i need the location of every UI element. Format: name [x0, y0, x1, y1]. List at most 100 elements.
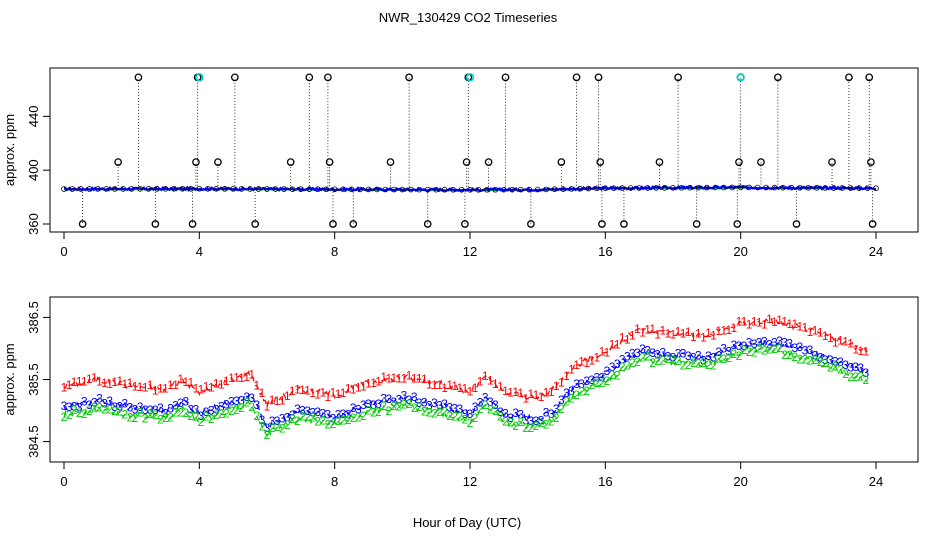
top-baseline-point [543, 186, 549, 193]
series-3-marker: 3 [365, 397, 372, 411]
top-baseline-point [619, 185, 626, 191]
series-2-marker: 2 [548, 415, 555, 429]
top-baseline-point [450, 186, 456, 193]
series-3-marker: 3 [193, 403, 200, 417]
series-2-marker: 2 [649, 356, 656, 370]
top-spike-point-mid [462, 158, 471, 166]
series-3-marker: 3 [147, 403, 154, 417]
series-3-marker: 3 [218, 399, 225, 413]
top-spike-point-mid [596, 158, 605, 166]
series-2-marker: 2 [538, 416, 545, 430]
top-baseline-series [61, 184, 879, 193]
series-1-marker: 1 [507, 386, 514, 400]
top-spike-point-low [188, 220, 197, 228]
series-3-marker: 3 [401, 388, 408, 402]
bottom-x-tick-label: 24 [869, 474, 883, 489]
top-baseline-point [484, 186, 490, 193]
series-3-marker: 3 [482, 390, 489, 404]
series-2-marker: 2 [218, 407, 225, 421]
series-1-marker: 1 [81, 374, 88, 388]
top-baseline-point [509, 186, 516, 193]
series-1-marker: 1 [487, 374, 494, 388]
top-baseline-point [416, 186, 423, 193]
series-1-marker: 1 [436, 378, 443, 392]
series-2-marker: 2 [335, 414, 342, 428]
series-3-marker: 3 [751, 337, 758, 351]
series-2-marker: 2 [71, 403, 78, 417]
series-2-marker: 2 [670, 353, 677, 367]
series-1-marker: 1 [604, 346, 611, 360]
series-1-marker: 1 [670, 328, 677, 342]
series-1-marker: 1 [172, 378, 179, 392]
series-3-marker: 3 [172, 399, 179, 413]
series-3-marker: 3 [167, 401, 174, 415]
top-cyan-point [736, 73, 745, 82]
series-3-marker: 3 [243, 390, 250, 404]
series-3-marker: 3 [654, 348, 661, 362]
top-baseline-point [357, 186, 363, 193]
series-1-marker: 1 [715, 324, 722, 338]
series-2-marker: 2 [86, 404, 93, 418]
series-1-marker: 1 [238, 371, 245, 385]
series-1-marker: 1 [761, 317, 768, 331]
top-spike-point-low [527, 220, 535, 228]
series-3-marker: 3 [852, 360, 859, 374]
series-3-marker: 3 [766, 337, 773, 351]
top-x-tick-label: 24 [869, 244, 883, 259]
top-y-axis-label: approx. ppm [2, 114, 17, 186]
series-3-marker: 3 [487, 395, 494, 409]
series-3-marker: 3 [274, 414, 281, 428]
top-baseline-point [873, 185, 879, 192]
top-spike-point-low [598, 220, 606, 228]
top-baseline-point [204, 185, 211, 192]
series-1-marker: 1 [746, 317, 753, 331]
series-3-marker: 3 [330, 411, 337, 425]
series-2-marker: 2 [482, 398, 489, 412]
bottom-y-tick-label: 385.5 [26, 363, 41, 396]
top-baseline-point [78, 186, 84, 192]
series-1-marker: 1 [309, 386, 316, 400]
series-3-marker: 3 [325, 408, 332, 422]
series-1-marker: 1 [756, 315, 763, 329]
series-3-marker: 3 [624, 350, 631, 364]
top-baseline-point [306, 186, 313, 192]
series-3-marker: 3 [264, 421, 271, 435]
top-spike-point-high [231, 73, 239, 82]
series-3-marker: 3 [594, 371, 601, 385]
series-1-marker: 1 [152, 384, 159, 398]
series-1-marker: 1 [391, 371, 398, 385]
series-1-marker: 1 [573, 358, 580, 372]
series-1: 1111111111111111111111111111111111111111… [61, 312, 870, 414]
series-1-marker: 1 [299, 383, 306, 397]
series-3-marker: 3 [319, 407, 326, 421]
series-2-marker: 2 [614, 368, 621, 382]
series-2-marker: 2 [827, 361, 834, 375]
series-1-marker: 1 [614, 338, 621, 352]
series-2-marker: 2 [269, 421, 276, 435]
series-3-marker: 3 [279, 412, 286, 426]
series-3-marker: 3 [563, 386, 570, 400]
series-1-marker: 1 [411, 371, 418, 385]
series-2-marker: 2 [345, 413, 352, 427]
series-1-marker: 1 [827, 331, 834, 345]
top-baseline-point [103, 186, 110, 192]
series-3-marker: 3 [710, 351, 717, 365]
series-3-marker: 3 [685, 349, 692, 363]
series-2-marker: 2 [213, 408, 220, 422]
series-2-marker: 2 [619, 360, 626, 374]
series-2-marker: 2 [142, 412, 149, 426]
series-1-marker: 1 [147, 378, 154, 392]
series-2-marker: 2 [497, 409, 504, 423]
series-3-marker: 3 [543, 405, 550, 419]
series-2-marker: 2 [705, 358, 712, 372]
series-1-marker: 1 [269, 393, 276, 407]
top-baseline-point [162, 186, 169, 192]
top-baseline-point [391, 186, 397, 193]
top-baseline-point [298, 186, 304, 192]
top-spike-point-high [134, 73, 143, 82]
series-2-marker: 2 [857, 370, 864, 384]
series-2-marker: 2 [162, 411, 169, 425]
top-spike-point-high [405, 73, 413, 82]
series-1-marker: 1 [279, 393, 286, 407]
